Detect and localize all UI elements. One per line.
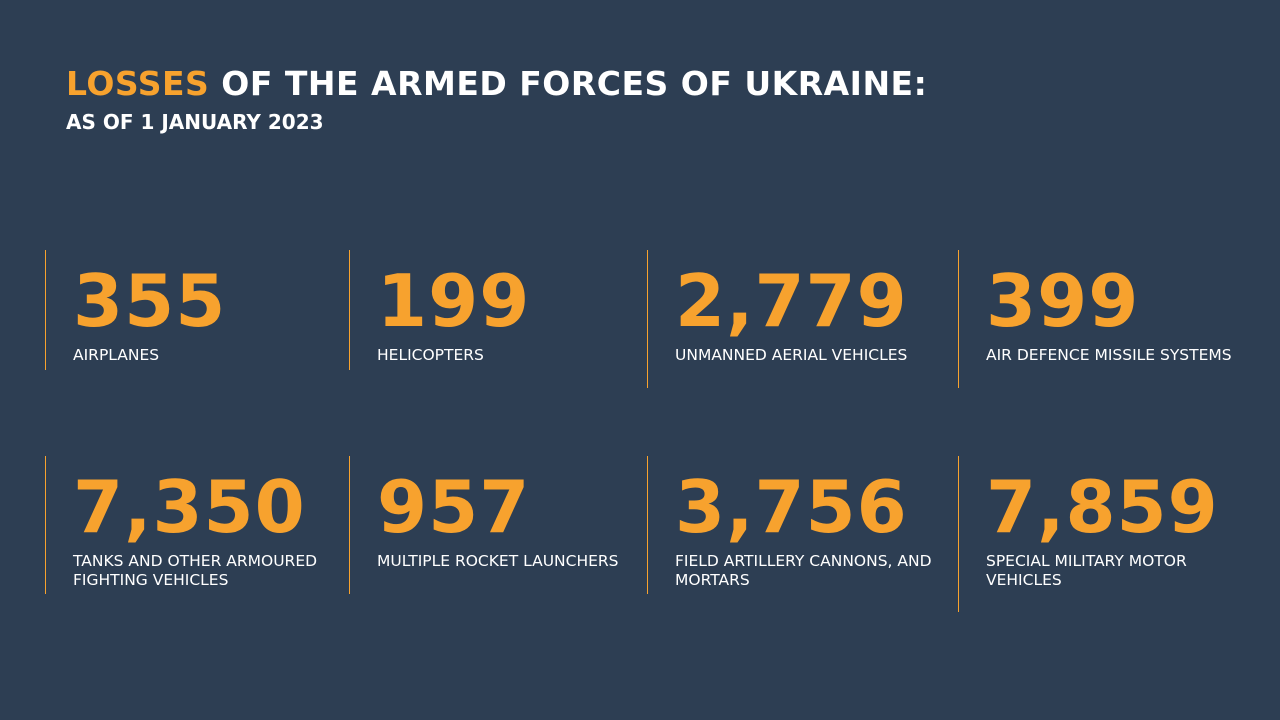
stat-number: 355 [73, 259, 227, 343]
title-highlight: LOSSES [66, 64, 210, 103]
stat-label: SPECIAL MILITARY MOTOR VEHICLES [986, 552, 1187, 589]
stat-label: HELICOPTERS [377, 346, 484, 364]
subtitle: AS OF 1 JANUARY 2023 [66, 110, 324, 134]
stat-label: AIR DEFENCE MISSILE SYSTEMS [986, 346, 1232, 364]
stat-number: 2,779 [675, 259, 908, 343]
title-rest: OF THE ARMED FORCES OF UKRAINE: [221, 64, 928, 103]
stat-number: 199 [377, 259, 531, 343]
stat-number: 957 [377, 465, 531, 549]
stat-item: 3,756 FIELD ARTILLERY CANNONS, AND MORTAR… [647, 456, 953, 594]
stat-item: 355 AIRPLANES [45, 250, 345, 370]
stat-item: 2,779 UNMANNED AERIAL VEHICLES [647, 250, 953, 388]
stat-item: 7,350 TANKS AND OTHER ARMOURED FIGHTING V… [45, 456, 345, 594]
title: LOSSES OF THE ARMED FORCES OF UKRAINE: [66, 64, 927, 103]
stat-number: 399 [986, 259, 1140, 343]
stat-item: 7,859 SPECIAL MILITARY MOTOR VEHICLES [958, 456, 1258, 612]
stat-label: AIRPLANES [73, 346, 160, 364]
stat-item: 199 HELICOPTERS [349, 250, 645, 370]
stat-label: UNMANNED AERIAL VEHICLES [675, 346, 908, 364]
stat-item: 399 AIR DEFENCE MISSILE SYSTEMS [958, 250, 1258, 388]
stat-number: 7,859 [986, 465, 1219, 549]
stat-item: 957 MULTIPLE ROCKET LAUNCHERS [349, 456, 645, 594]
stat-label: FIELD ARTILLERY CANNONS, AND MORTARS [675, 552, 932, 589]
stat-label: MULTIPLE ROCKET LAUNCHERS [377, 552, 619, 570]
stat-label: TANKS AND OTHER ARMOURED FIGHTING VEHICL… [73, 552, 318, 589]
stat-number: 7,350 [73, 465, 306, 549]
stat-number: 3,756 [675, 465, 908, 549]
